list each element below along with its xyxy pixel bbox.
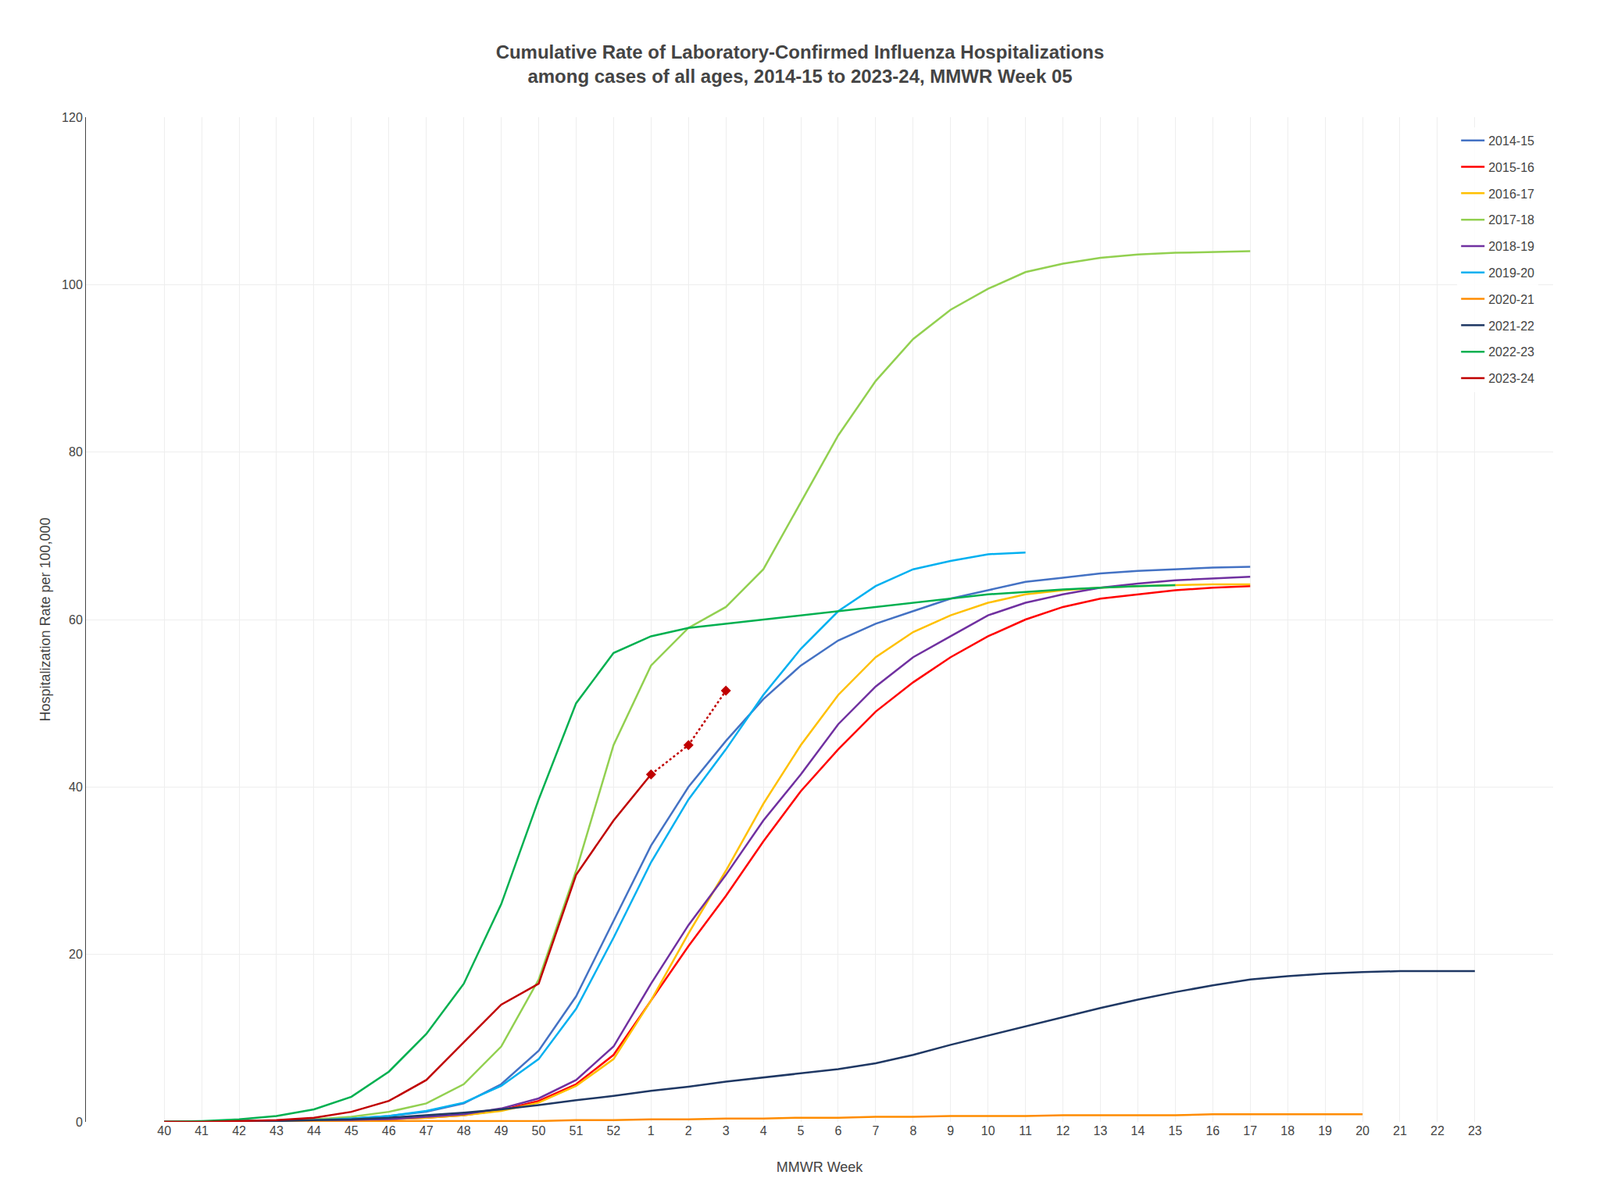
- svg-text:10: 10: [981, 1124, 996, 1138]
- svg-text:51: 51: [569, 1124, 584, 1138]
- svg-text:17: 17: [1242, 1124, 1258, 1138]
- svg-text:48: 48: [457, 1124, 472, 1138]
- svg-text:52: 52: [606, 1124, 621, 1138]
- svg-text:47: 47: [419, 1124, 434, 1138]
- svg-text:MMWR Week: MMWR Week: [776, 1159, 865, 1175]
- svg-text:7: 7: [871, 1124, 879, 1138]
- svg-text:20: 20: [68, 947, 83, 961]
- svg-text:15: 15: [1167, 1124, 1183, 1138]
- svg-text:12: 12: [1056, 1124, 1071, 1138]
- svg-text:1: 1: [647, 1124, 655, 1138]
- svg-text:18: 18: [1280, 1124, 1295, 1138]
- svg-text:40: 40: [68, 780, 83, 794]
- svg-text:2021-22: 2021-22: [1488, 319, 1535, 333]
- svg-text:2018-19: 2018-19: [1488, 239, 1535, 254]
- svg-text:2022-23: 2022-23: [1488, 345, 1535, 359]
- svg-text:40: 40: [157, 1124, 172, 1138]
- svg-text:42: 42: [232, 1124, 247, 1138]
- svg-text:2019-20: 2019-20: [1488, 266, 1535, 280]
- svg-text:80: 80: [68, 445, 83, 459]
- svg-text:9: 9: [946, 1124, 954, 1138]
- svg-text:14: 14: [1131, 1124, 1146, 1138]
- svg-text:2014-15: 2014-15: [1488, 134, 1535, 148]
- svg-text:60: 60: [68, 613, 83, 627]
- svg-text:22: 22: [1430, 1124, 1445, 1138]
- svg-text:41: 41: [194, 1124, 209, 1138]
- svg-text:43: 43: [269, 1124, 284, 1138]
- svg-text:2015-16: 2015-16: [1488, 160, 1535, 175]
- svg-text:Hospitalization Rate per 100,0: Hospitalization Rate per 100,000: [37, 517, 54, 722]
- svg-text:11: 11: [1018, 1124, 1033, 1138]
- svg-text:16: 16: [1205, 1124, 1220, 1138]
- svg-text:44: 44: [307, 1124, 322, 1138]
- svg-text:49: 49: [494, 1124, 509, 1138]
- svg-text:2: 2: [685, 1124, 693, 1138]
- svg-text:20: 20: [1355, 1124, 1370, 1138]
- svg-text:0: 0: [75, 1115, 83, 1129]
- svg-text:21: 21: [1392, 1124, 1408, 1138]
- svg-text:19: 19: [1317, 1124, 1333, 1138]
- svg-text:13: 13: [1093, 1124, 1108, 1138]
- svg-text:100: 100: [61, 278, 83, 292]
- svg-text:6: 6: [835, 1124, 843, 1138]
- svg-text:Cumulative Rate of Laboratory-: Cumulative Rate of Laboratory-Confirmed …: [496, 41, 1105, 87]
- svg-text:45: 45: [344, 1124, 359, 1138]
- svg-text:5: 5: [797, 1124, 805, 1138]
- svg-text:2023-24: 2023-24: [1488, 371, 1535, 386]
- svg-text:23: 23: [1467, 1124, 1483, 1138]
- svg-text:2017-18: 2017-18: [1488, 213, 1535, 227]
- svg-text:50: 50: [532, 1124, 547, 1138]
- svg-text:3: 3: [722, 1124, 730, 1138]
- svg-text:4: 4: [760, 1124, 768, 1138]
- svg-text:2016-17: 2016-17: [1488, 187, 1535, 201]
- svg-text:8: 8: [909, 1124, 917, 1138]
- svg-text:2020-21: 2020-21: [1488, 292, 1535, 307]
- svg-text:46: 46: [382, 1124, 397, 1138]
- svg-text:120: 120: [61, 110, 83, 125]
